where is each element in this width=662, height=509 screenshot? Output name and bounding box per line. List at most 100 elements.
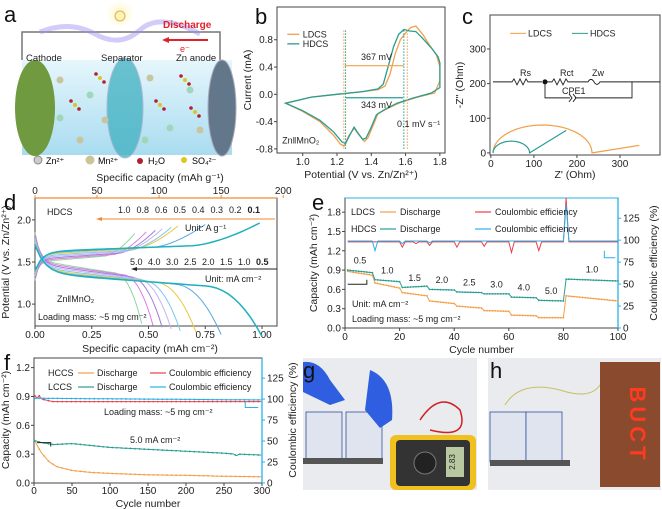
data-point bbox=[578, 278, 581, 281]
data-point bbox=[84, 443, 86, 446]
data-point bbox=[475, 291, 477, 294]
left-axis-arrow bbox=[347, 279, 368, 285]
x-tick-label: 200 bbox=[569, 159, 586, 170]
data-point bbox=[570, 278, 573, 281]
data-point bbox=[565, 278, 568, 280]
rate-label: 3.0 bbox=[490, 279, 503, 289]
data-point bbox=[464, 305, 467, 308]
data-point bbox=[102, 400, 105, 403]
legend-label: Discharge bbox=[400, 224, 441, 234]
panel-label-f: f bbox=[4, 350, 11, 375]
data-point bbox=[415, 293, 417, 296]
cv-curve-hdcs bbox=[283, 28, 441, 145]
x-tick-label: 100 bbox=[526, 159, 543, 170]
data-point bbox=[211, 475, 214, 477]
data-point bbox=[106, 397, 109, 400]
data-point bbox=[143, 473, 146, 476]
data-point bbox=[97, 397, 100, 400]
data-point bbox=[608, 279, 611, 282]
rate-label: 2.0 bbox=[436, 275, 449, 285]
data-point bbox=[170, 474, 173, 477]
electron-label: e⁻ bbox=[180, 44, 190, 54]
data-point bbox=[385, 279, 387, 282]
data-point bbox=[248, 453, 250, 456]
data-point bbox=[198, 474, 200, 477]
data-point bbox=[65, 397, 68, 400]
data-point bbox=[70, 400, 73, 403]
rate-label: 0.5 bbox=[256, 257, 269, 267]
data-point bbox=[70, 397, 73, 400]
ion bbox=[101, 116, 109, 124]
x-tick-label: 1.0 bbox=[296, 157, 310, 168]
data-point bbox=[179, 450, 182, 452]
data-point bbox=[510, 314, 513, 317]
x-tick-label: 80 bbox=[558, 332, 570, 343]
arrowhead-icon bbox=[162, 37, 169, 43]
data-point bbox=[360, 270, 363, 273]
ruler bbox=[490, 460, 570, 466]
rate-label: 4.0 bbox=[148, 257, 161, 267]
series-line bbox=[34, 440, 262, 478]
x-tick-label: 150 bbox=[213, 186, 230, 197]
data-point bbox=[129, 447, 132, 450]
ruler bbox=[303, 458, 383, 464]
data-point bbox=[252, 475, 255, 478]
data-point bbox=[88, 397, 91, 400]
data-point bbox=[202, 398, 205, 401]
data-point bbox=[225, 475, 228, 478]
legend-mn: Mn²⁺ bbox=[98, 156, 118, 166]
data-point bbox=[390, 280, 393, 282]
x-tick-label: 200 bbox=[178, 486, 195, 497]
data-point bbox=[379, 279, 382, 282]
data-point bbox=[589, 297, 592, 300]
data-point bbox=[398, 280, 401, 283]
cathode-label: Cathode bbox=[26, 53, 62, 64]
x-tick-label: 50 bbox=[66, 486, 78, 497]
legend-group: HCCS bbox=[48, 368, 74, 378]
data-point bbox=[198, 400, 200, 403]
circuit-element-label: Zw bbox=[592, 68, 604, 78]
separator-label: Separator bbox=[101, 53, 143, 64]
data-point bbox=[507, 310, 510, 313]
x-axis-label: Cycle number bbox=[116, 498, 181, 509]
data-point bbox=[111, 446, 114, 449]
data-point bbox=[608, 299, 611, 302]
data-point bbox=[597, 279, 600, 282]
data-point bbox=[175, 400, 178, 403]
data-point bbox=[61, 443, 64, 445]
data-point bbox=[175, 398, 178, 401]
data-point bbox=[442, 288, 445, 291]
red-lead bbox=[419, 401, 463, 434]
data-point bbox=[529, 314, 532, 317]
data-point bbox=[554, 316, 557, 319]
data-point bbox=[93, 444, 95, 447]
data-point bbox=[97, 471, 100, 474]
multimeter-dial[interactable] bbox=[413, 451, 437, 475]
data-point bbox=[248, 400, 250, 403]
data-point bbox=[38, 394, 41, 397]
data-point bbox=[600, 298, 603, 301]
y-tick-label: 0 bbox=[480, 148, 486, 159]
data-point bbox=[216, 400, 219, 403]
data-point bbox=[234, 475, 237, 478]
data-point bbox=[576, 296, 578, 298]
data-point bbox=[368, 273, 371, 276]
y-tick-label: 100 bbox=[469, 114, 486, 125]
data-point bbox=[499, 310, 502, 312]
panel-g-photo: 2.83 bbox=[303, 358, 477, 490]
data-point bbox=[464, 291, 467, 294]
data-point bbox=[412, 285, 415, 288]
data-point bbox=[442, 301, 445, 304]
data-point bbox=[567, 278, 570, 281]
data-point bbox=[456, 305, 458, 308]
data-point bbox=[88, 400, 91, 403]
charge-curve bbox=[34, 228, 163, 277]
rate-label: 2.5 bbox=[463, 278, 476, 288]
data-point bbox=[193, 450, 196, 453]
data-point bbox=[600, 279, 603, 282]
data-point bbox=[578, 296, 581, 299]
data-point bbox=[65, 468, 68, 471]
y-tick-label: 300 bbox=[469, 44, 486, 55]
data-point bbox=[179, 400, 182, 403]
data-point bbox=[423, 294, 426, 297]
